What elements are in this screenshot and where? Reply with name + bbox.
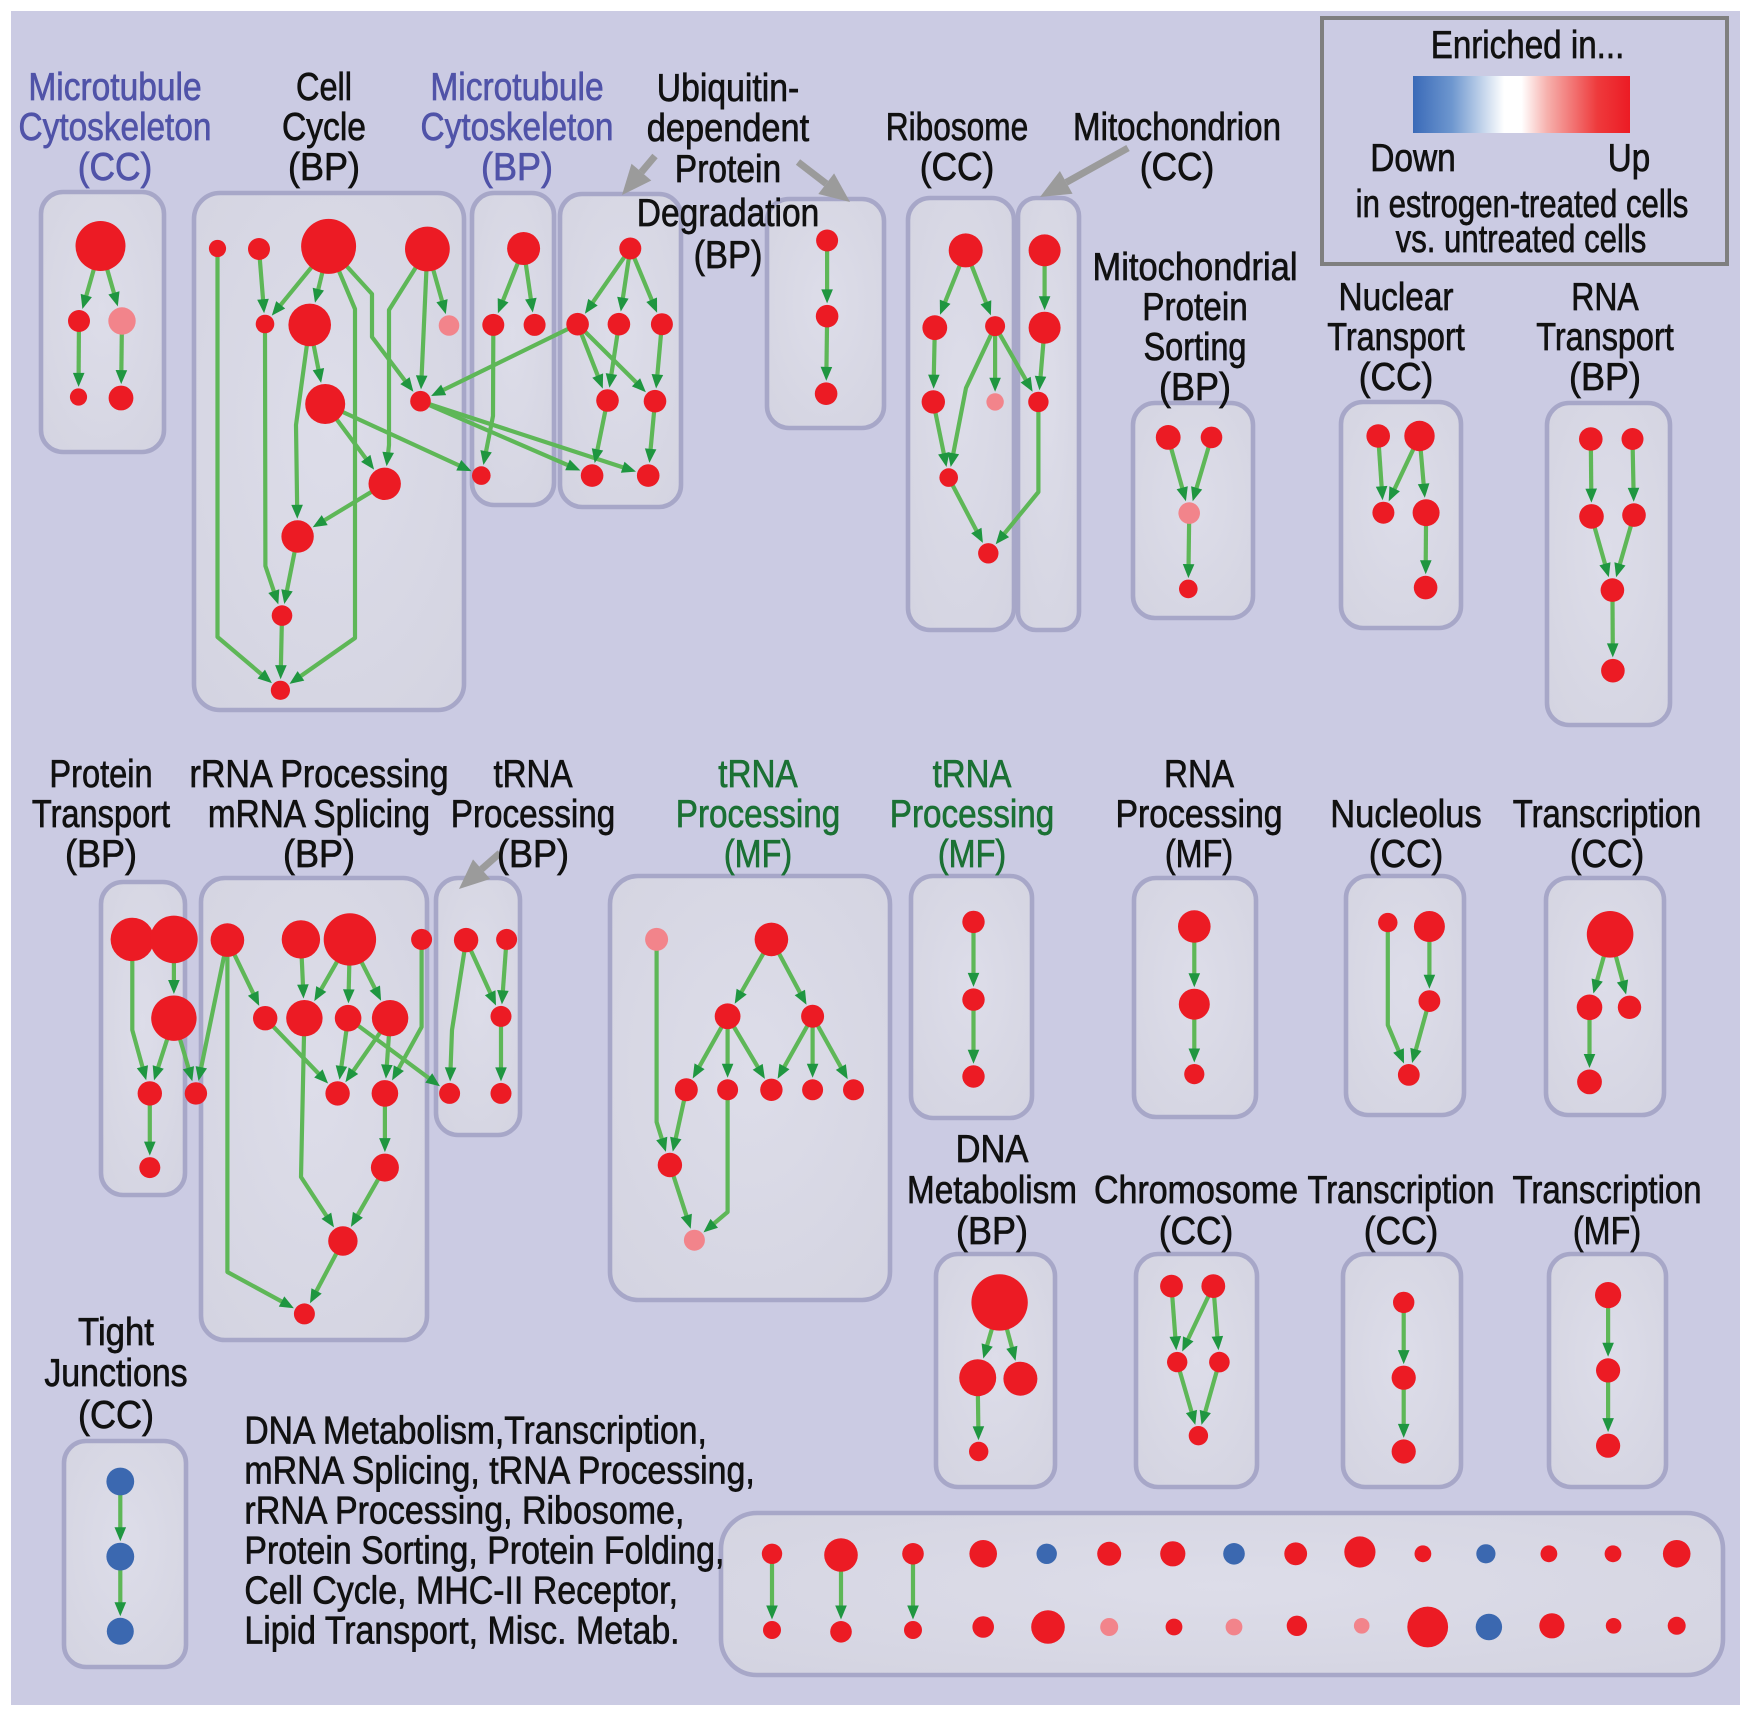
svg-text:rRNA Processing: rRNA Processing [190,753,449,796]
svg-text:(BP): (BP) [1159,366,1231,409]
svg-text:(CC): (CC) [1359,356,1434,399]
svg-text:Mitochondrial: Mitochondrial [1093,246,1298,289]
svg-text:Up: Up [1608,137,1650,180]
svg-text:Mitochondrion: Mitochondrion [1073,106,1281,149]
svg-text:Transport: Transport [1327,316,1465,359]
svg-text:Cytoskeleton: Cytoskeleton [19,106,212,149]
svg-text:Processing: Processing [451,793,615,836]
svg-text:Protein Sorting, Protein Foldi: Protein Sorting, Protein Folding, [244,1530,724,1573]
svg-text:RNA: RNA [1164,753,1234,796]
svg-text:(MF): (MF) [724,833,792,876]
svg-text:dependent: dependent [647,107,810,150]
svg-text:Chromosome: Chromosome [1094,1169,1298,1212]
svg-text:mRNA Splicing, tRNA Processing: mRNA Splicing, tRNA Processing, [244,1450,754,1493]
svg-text:Degradation: Degradation [637,192,819,235]
svg-text:(BP): (BP) [694,234,763,277]
svg-text:vs. untreated cells: vs. untreated cells [1396,218,1647,261]
svg-text:Transport: Transport [1536,316,1674,359]
svg-text:Microtubule: Microtubule [28,66,201,109]
svg-text:in estrogen-treated cells: in estrogen-treated cells [1356,183,1689,226]
svg-text:(MF): (MF) [1165,833,1233,876]
svg-text:Cell: Cell [296,66,352,109]
svg-text:(MF): (MF) [938,833,1006,876]
svg-text:Cytoskeleton: Cytoskeleton [421,106,614,149]
svg-text:DNA Metabolism,Transcription,: DNA Metabolism,Transcription, [244,1410,706,1453]
svg-text:Processing: Processing [676,793,840,836]
svg-text:Metabolism: Metabolism [907,1169,1077,1212]
svg-text:(BP): (BP) [1569,356,1641,399]
svg-text:tRNA: tRNA [718,753,797,796]
svg-text:mRNA Splicing: mRNA Splicing [208,793,430,836]
svg-text:(MF): (MF) [1573,1210,1641,1253]
svg-text:rRNA Processing, Ribosome,: rRNA Processing, Ribosome, [244,1490,684,1533]
svg-text:(CC): (CC) [1140,146,1215,189]
svg-text:(BP): (BP) [65,833,137,876]
svg-text:Ribosome: Ribosome [886,106,1029,149]
svg-text:Lipid Transport, Misc. Metab.: Lipid Transport, Misc. Metab. [244,1610,679,1653]
svg-text:DNA: DNA [956,1128,1029,1171]
svg-text:Transport: Transport [32,793,170,836]
svg-text:Cell Cycle, MHC-II Receptor,: Cell Cycle, MHC-II Receptor, [244,1570,678,1613]
svg-text:Protein: Protein [675,148,781,191]
svg-text:tRNA: tRNA [933,753,1012,796]
svg-text:Nuclear: Nuclear [1339,276,1454,319]
svg-text:(CC): (CC) [78,1394,154,1437]
svg-text:(BP): (BP) [497,833,569,876]
svg-text:Cycle: Cycle [282,106,366,149]
svg-text:(BP): (BP) [956,1210,1028,1253]
svg-text:Processing: Processing [890,793,1054,836]
svg-text:(CC): (CC) [920,146,995,189]
svg-text:(BP): (BP) [288,146,360,189]
svg-text:Protein: Protein [49,753,152,796]
svg-text:Microtubule: Microtubule [430,66,603,109]
svg-text:Ubiquitin-: Ubiquitin- [657,67,799,110]
svg-text:Transcription: Transcription [1308,1169,1495,1212]
svg-text:Protein: Protein [1142,286,1248,329]
svg-text:Enriched in...: Enriched in... [1431,24,1625,67]
svg-text:Transcription: Transcription [1513,1169,1702,1212]
svg-text:(CC): (CC) [1570,833,1645,876]
svg-text:Junctions: Junctions [44,1352,187,1395]
svg-text:Nucleolus: Nucleolus [1330,793,1482,836]
svg-text:(CC): (CC) [78,146,153,189]
svg-text:(CC): (CC) [1159,1210,1234,1253]
svg-text:Tight: Tight [78,1311,154,1354]
svg-text:Sorting: Sorting [1144,326,1247,369]
svg-text:(CC): (CC) [1369,833,1444,876]
svg-text:Down: Down [1370,137,1456,180]
svg-text:Processing: Processing [1115,793,1282,836]
svg-text:(BP): (BP) [283,833,355,876]
svg-text:(CC): (CC) [1364,1210,1439,1253]
svg-text:RNA: RNA [1571,276,1639,319]
svg-text:tRNA: tRNA [494,753,573,796]
svg-text:(BP): (BP) [481,146,553,189]
svg-text:Transcription: Transcription [1513,793,1702,836]
